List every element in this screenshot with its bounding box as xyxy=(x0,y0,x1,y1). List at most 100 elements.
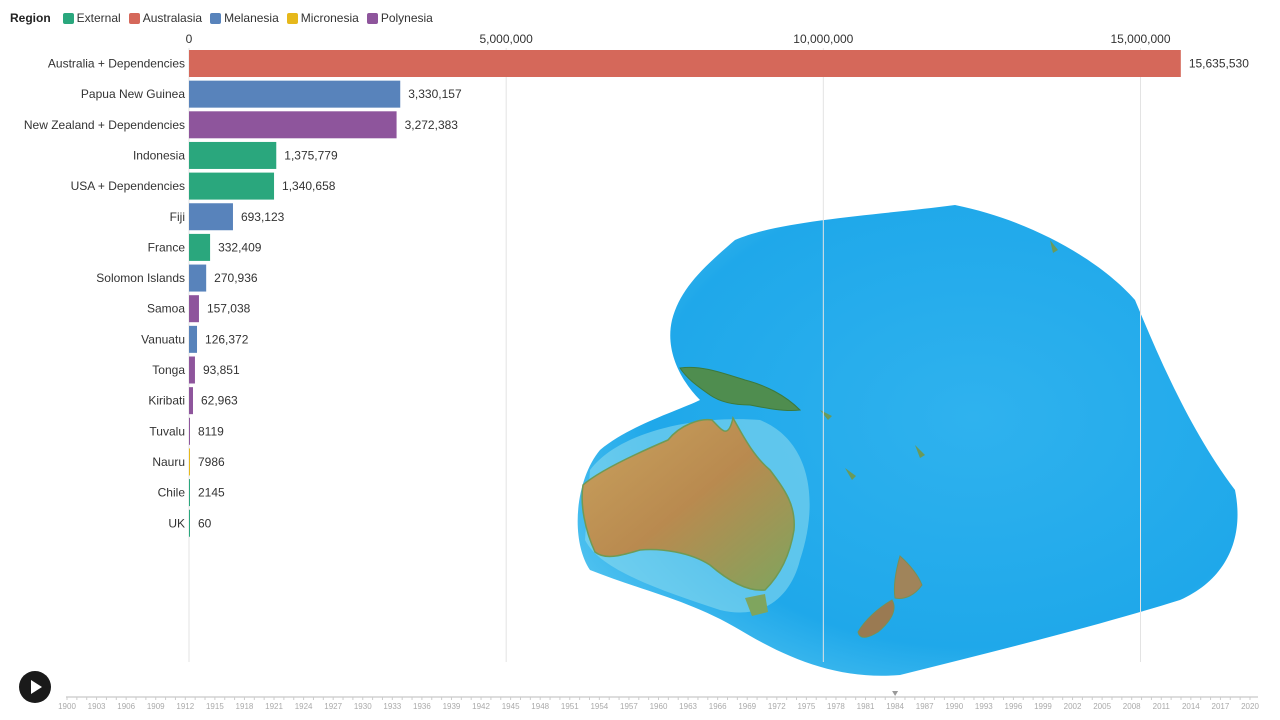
new-zealand-north-shape xyxy=(893,555,923,599)
bar xyxy=(189,80,401,108)
timeline-year-label[interactable]: 1942 xyxy=(472,702,490,711)
timeline-year-label[interactable]: 1975 xyxy=(797,702,815,711)
bar-value-label: 7986 xyxy=(198,455,225,469)
bar-category-label: Australia + Dependencies xyxy=(48,57,185,71)
bar-value-label: 126,372 xyxy=(205,332,249,346)
bar-value-label: 693,123 xyxy=(241,210,285,224)
bar-category-label: Indonesia xyxy=(133,148,185,162)
bar-value-label: 3,330,157 xyxy=(408,87,462,101)
timeline-year-label[interactable]: 1990 xyxy=(945,702,963,711)
bar-value-label: 15,635,530 xyxy=(1189,57,1249,71)
timeline-year-label[interactable]: 1978 xyxy=(827,702,845,711)
bar xyxy=(189,479,190,507)
timeline-year-label[interactable]: 1903 xyxy=(88,702,106,711)
bar-value-label: 8119 xyxy=(198,424,224,438)
bar-category-label: Papua New Guinea xyxy=(81,87,185,101)
timeline-handle[interactable] xyxy=(892,691,899,696)
timeline-slider[interactable]: 1900 1903 1906 1909 1912 1915 1918 1921 1924 1927… xyxy=(0,685,1280,720)
timeline-year-label[interactable]: 2011 xyxy=(1153,702,1171,711)
timeline-year-label[interactable]: 1900 xyxy=(58,702,76,711)
bar-category-label: Nauru xyxy=(152,455,185,469)
legend-swatch xyxy=(128,12,140,24)
play-icon xyxy=(31,680,42,694)
timeline-year-label[interactable]: 1969 xyxy=(738,702,756,711)
legend-label: Micronesia xyxy=(300,11,359,25)
bar-category-label: Tuvalu xyxy=(149,424,185,438)
bar xyxy=(189,387,193,415)
timeline-year-label[interactable]: 1999 xyxy=(1034,702,1052,711)
timeline-year-label[interactable]: 2017 xyxy=(1212,702,1230,711)
legend-item-melanesia: Melanesia xyxy=(210,11,279,25)
bar-category-label: Chile xyxy=(158,486,186,500)
legend-swatch xyxy=(210,12,222,24)
bar-value-label: 2145 xyxy=(198,486,225,500)
legend-item-external: External xyxy=(62,11,121,25)
timeline-year-label[interactable]: 1933 xyxy=(383,702,401,711)
legend-swatch xyxy=(286,12,298,24)
timeline-year-label[interactable]: 2005 xyxy=(1093,702,1111,711)
timeline-year-label[interactable]: 1960 xyxy=(650,702,668,711)
bar-value-label: 93,851 xyxy=(203,363,240,377)
timeline-year-label[interactable]: 1951 xyxy=(561,702,579,711)
timeline-year-label[interactable]: 1996 xyxy=(1005,702,1023,711)
x-axis-ticks: 0 5,000,000 10,000,000 15,000,000 xyxy=(186,32,1171,46)
x-tick-label: 15,000,000 xyxy=(1110,32,1170,46)
timeline-year-label[interactable]: 2008 xyxy=(1123,702,1141,711)
timeline-year-label[interactable]: 1954 xyxy=(590,702,608,711)
bar xyxy=(189,233,211,261)
legend-items: External Australasia Melanesia Micronesia Po… xyxy=(62,11,441,25)
timeline-year-label[interactable]: 2002 xyxy=(1064,702,1082,711)
bar-value-label: 332,409 xyxy=(218,240,262,254)
bar-value-label: 60 xyxy=(198,516,212,530)
bar-category-label: France xyxy=(148,240,186,254)
bars: Australia + Dependencies 15,635,530 Papua … xyxy=(24,50,1249,537)
bar-category-label: USA + Dependencies xyxy=(71,179,185,193)
timeline-year-label[interactable]: 1912 xyxy=(176,702,194,711)
timeline-year-label[interactable]: 1921 xyxy=(265,702,283,711)
timeline-year-label[interactable]: 1909 xyxy=(147,702,165,711)
timeline-year-label[interactable]: 1993 xyxy=(975,702,993,711)
bar xyxy=(189,141,277,169)
bar-category-label: Tonga xyxy=(152,363,185,377)
timeline-year-label[interactable]: 2020 xyxy=(1241,702,1259,711)
bar xyxy=(189,509,190,537)
legend: Region External Australasia Melanesia Micro… xyxy=(10,10,441,26)
timeline-year-label[interactable]: 1915 xyxy=(206,702,224,711)
bar-category-label: New Zealand + Dependencies xyxy=(24,118,185,132)
legend-item-micronesia: Micronesia xyxy=(286,11,359,25)
timeline-year-label[interactable]: 1987 xyxy=(916,702,934,711)
new-zealand-south-shape xyxy=(857,599,895,638)
timeline-year-label[interactable]: 1981 xyxy=(857,702,875,711)
timeline-year-label[interactable]: 1939 xyxy=(443,702,461,711)
bar-value-label: 1,375,779 xyxy=(284,148,338,162)
legend-swatch xyxy=(366,12,378,24)
legend-item-polynesia: Polynesia xyxy=(366,11,433,25)
bar-value-label: 157,038 xyxy=(207,302,251,316)
bar xyxy=(189,111,397,139)
timeline-year-label[interactable]: 2014 xyxy=(1182,702,1200,711)
timeline-year-label[interactable]: 1918 xyxy=(236,702,254,711)
new-guinea-shape xyxy=(679,366,802,411)
timeline-ticks: 1900 1903 1906 1909 1912 1915 1918 1921 1924 1927… xyxy=(58,697,1259,711)
timeline-year-label[interactable]: 1948 xyxy=(531,702,549,711)
play-button[interactable] xyxy=(19,671,51,703)
timeline-year-label[interactable]: 1972 xyxy=(768,702,786,711)
timeline-year-label[interactable]: 1936 xyxy=(413,702,431,711)
timeline-year-label[interactable]: 1957 xyxy=(620,702,638,711)
timeline-year-label[interactable]: 1906 xyxy=(117,702,135,711)
legend-label: External xyxy=(76,11,121,25)
bar-category-label: Vanuatu xyxy=(141,332,185,346)
timeline-year-label[interactable]: 1963 xyxy=(679,702,697,711)
bar-value-label: 62,963 xyxy=(201,394,238,408)
timeline-year-label[interactable]: 1930 xyxy=(354,702,372,711)
timeline-year-label[interactable]: 1927 xyxy=(324,702,342,711)
timeline-year-label[interactable]: 1924 xyxy=(295,702,313,711)
timeline-year-label[interactable]: 1945 xyxy=(502,702,520,711)
bar-value-label: 3,272,383 xyxy=(405,118,459,132)
timeline-year-label[interactable]: 1966 xyxy=(709,702,727,711)
timeline-year-label[interactable]: 1984 xyxy=(886,702,904,711)
bar xyxy=(189,50,1181,77)
bar xyxy=(189,172,275,200)
australia-shape xyxy=(581,415,795,591)
legend-label: Melanesia xyxy=(224,11,279,25)
